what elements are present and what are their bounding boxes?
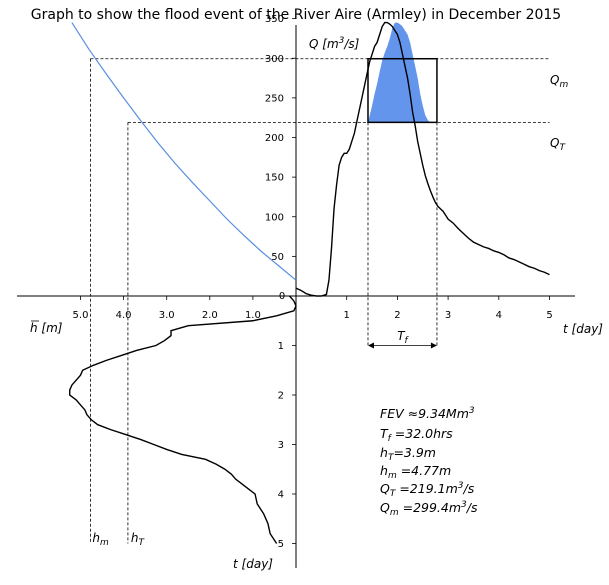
day-axis-tick-label: 4 [278,490,284,501]
ht-label: hT [131,531,146,548]
stage-axis-tick-label: 5.0 [73,310,89,321]
fev-text: FEV ≈9.34Mm3 [380,406,475,421]
time-axis-tick-label: 1 [344,310,350,321]
stage-axis-tick-label: 4.0 [116,310,132,321]
discharge-axis-tick-label: 150 [265,173,284,184]
guide-lines [90,58,550,544]
discharge-axis-tick-label: 300 [265,54,284,65]
stage-axis-tick-label: 1.0 [245,310,261,321]
day-axis-tick-label: 5 [278,539,284,550]
origin-label: 0 [279,291,285,302]
discharge-hydrograph-line [295,21,550,297]
stage-hydrograph-line [69,295,297,544]
flood-volume-fill [367,22,437,123]
axis-labels: Q [m3/s] t [day] h [m] t [day] Qm QT Tf hm hT [30,36,603,571]
discharge-axis-label: Q [m3/s] [309,36,360,51]
series-lines [69,21,550,544]
discharge-axis-tick-label: 200 [265,133,284,144]
time-axis-tick-label: 4 [496,310,502,321]
tf-label: Tf [397,329,409,346]
day-axis-label: t [day] [233,557,273,571]
discharge-axis-tick-label: 350 [265,14,284,25]
day-axis-tick-label: 1 [278,341,284,352]
hm-label: hm [92,531,109,548]
tf-arrow-left-head [367,342,374,349]
discharge-axis-tick-label: 250 [265,93,284,104]
day-axis-tick-label: 3 [278,440,284,451]
chart-title: Graph to show the flood event of the Riv… [31,7,561,23]
time-axis-tick-label: 5 [546,310,552,321]
time-axis-tick-label: 2 [394,310,400,321]
rating-curve-line [71,22,297,281]
flood-volume-area [367,22,438,124]
day-axis-tick-label: 2 [278,391,284,402]
discharge-axis-tick-label: 50 [271,252,284,263]
qt-label: QT [550,136,566,153]
discharge-axis-tick-label: 100 [265,212,284,223]
flood-volume-rectangle [367,57,438,124]
stage-axis-tick-label: 3.0 [159,310,175,321]
stage-axis-tick-label: 2.0 [202,310,218,321]
ht-text: hT=3.9m [380,445,436,463]
tf-arrow-right-head [430,342,437,349]
time-axis-label: t [day] [563,322,603,336]
qm-label: Qm [550,73,568,90]
tf-text: Tf =32.0hrs [380,426,453,444]
qt-text: QT =219.1m3/s [380,481,475,499]
time-axis-tick-label: 3 [445,310,451,321]
statistics-annotation: FEV ≈9.34Mm3 Tf =32.0hrs hT=3.9m hm =4.7… [380,406,478,518]
hm-text: hm =4.77m [380,463,451,481]
stage-axis-label: h [m] [30,321,63,335]
qm-text: Qm =299.4m3/s [380,500,478,518]
